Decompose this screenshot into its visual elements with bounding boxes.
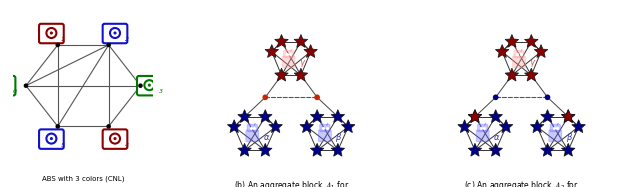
Polygon shape xyxy=(489,143,502,156)
Circle shape xyxy=(50,137,53,140)
FancyBboxPatch shape xyxy=(477,124,488,132)
Circle shape xyxy=(24,83,28,88)
Polygon shape xyxy=(238,143,252,156)
Text: 1: 1 xyxy=(61,37,65,42)
Polygon shape xyxy=(238,110,252,122)
Polygon shape xyxy=(304,45,317,57)
Polygon shape xyxy=(534,45,548,57)
Polygon shape xyxy=(561,143,575,156)
Text: 5: 5 xyxy=(61,143,65,148)
FancyBboxPatch shape xyxy=(39,24,64,43)
FancyBboxPatch shape xyxy=(246,130,259,142)
Polygon shape xyxy=(525,34,538,47)
Polygon shape xyxy=(300,120,314,133)
Polygon shape xyxy=(499,120,513,133)
Text: 3: 3 xyxy=(159,90,163,94)
Text: (b) An aggregate block $\mathcal{A}_1$ for: (b) An aggregate block $\mathcal{A}_1$ f… xyxy=(234,179,349,187)
Polygon shape xyxy=(310,110,324,122)
FancyBboxPatch shape xyxy=(102,24,127,43)
Polygon shape xyxy=(331,110,344,122)
Polygon shape xyxy=(468,110,482,122)
Circle shape xyxy=(1,84,4,87)
FancyBboxPatch shape xyxy=(514,50,524,58)
FancyBboxPatch shape xyxy=(247,124,257,132)
FancyBboxPatch shape xyxy=(320,124,330,132)
Polygon shape xyxy=(489,110,502,122)
Text: 0: 0 xyxy=(13,90,17,94)
Polygon shape xyxy=(331,143,344,156)
Text: $\gamma$: $\gamma$ xyxy=(299,58,307,69)
Text: $\alpha$: $\alpha$ xyxy=(262,133,270,142)
Polygon shape xyxy=(458,120,472,133)
Circle shape xyxy=(50,31,53,35)
Circle shape xyxy=(314,94,320,100)
Text: 2: 2 xyxy=(125,37,129,42)
Polygon shape xyxy=(227,120,241,133)
Circle shape xyxy=(545,94,550,100)
Circle shape xyxy=(262,94,268,100)
Polygon shape xyxy=(265,45,278,57)
Circle shape xyxy=(148,84,151,87)
Polygon shape xyxy=(561,110,575,122)
Polygon shape xyxy=(495,45,509,57)
Polygon shape xyxy=(525,68,538,81)
FancyBboxPatch shape xyxy=(319,130,332,142)
Polygon shape xyxy=(541,143,554,156)
Circle shape xyxy=(113,137,116,140)
FancyBboxPatch shape xyxy=(39,129,64,149)
FancyBboxPatch shape xyxy=(549,130,562,142)
Polygon shape xyxy=(275,68,288,81)
Circle shape xyxy=(110,134,120,144)
Circle shape xyxy=(46,28,56,38)
Text: 4: 4 xyxy=(125,143,129,148)
Polygon shape xyxy=(505,68,518,81)
Text: $\alpha$: $\alpha$ xyxy=(493,133,500,142)
Circle shape xyxy=(106,124,111,129)
Text: $\beta$: $\beta$ xyxy=(335,131,342,144)
FancyBboxPatch shape xyxy=(550,124,561,132)
Text: (c) An aggregate block $\mathcal{A}_2$ for: (c) An aggregate block $\mathcal{A}_2$ f… xyxy=(464,179,579,187)
Circle shape xyxy=(138,83,143,88)
Polygon shape xyxy=(275,34,288,47)
FancyBboxPatch shape xyxy=(282,56,295,68)
Polygon shape xyxy=(572,120,586,133)
Circle shape xyxy=(493,94,499,100)
Polygon shape xyxy=(561,110,575,122)
Polygon shape xyxy=(541,110,554,122)
Polygon shape xyxy=(259,143,272,156)
Circle shape xyxy=(113,31,116,35)
FancyBboxPatch shape xyxy=(0,76,15,95)
FancyBboxPatch shape xyxy=(284,50,294,58)
FancyBboxPatch shape xyxy=(513,56,525,68)
Polygon shape xyxy=(531,120,544,133)
Text: ABS with 3 colors (CNL): ABS with 3 colors (CNL) xyxy=(42,175,124,182)
Text: $\gamma$: $\gamma$ xyxy=(529,58,537,69)
Circle shape xyxy=(46,134,56,144)
Circle shape xyxy=(56,43,60,47)
Polygon shape xyxy=(259,110,272,122)
FancyBboxPatch shape xyxy=(137,76,162,95)
Polygon shape xyxy=(468,110,482,122)
Circle shape xyxy=(0,80,8,90)
FancyBboxPatch shape xyxy=(102,129,127,149)
Text: $\beta$: $\beta$ xyxy=(566,131,573,144)
Circle shape xyxy=(56,124,60,129)
Polygon shape xyxy=(269,120,282,133)
Polygon shape xyxy=(310,143,324,156)
Polygon shape xyxy=(294,68,308,81)
Circle shape xyxy=(145,80,154,90)
Circle shape xyxy=(106,43,111,47)
Polygon shape xyxy=(341,120,355,133)
Circle shape xyxy=(110,28,120,38)
Polygon shape xyxy=(505,34,518,47)
Polygon shape xyxy=(294,34,308,47)
Polygon shape xyxy=(468,143,482,156)
FancyBboxPatch shape xyxy=(476,130,489,142)
